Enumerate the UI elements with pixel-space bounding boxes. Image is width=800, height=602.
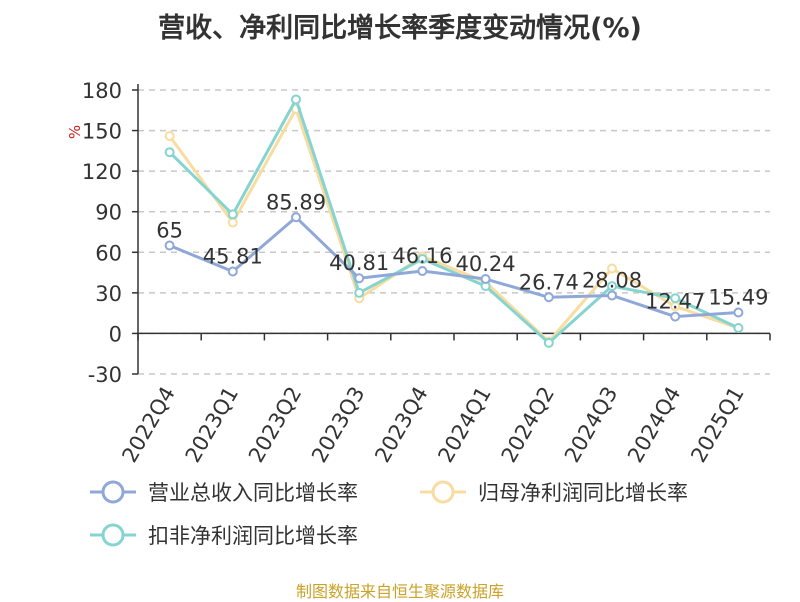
data-label: 28.08 — [582, 268, 642, 292]
data-label: 65 — [156, 219, 183, 243]
data-point — [164, 147, 175, 158]
y-tick-label: 0 — [109, 322, 122, 346]
y-tick-label: 180 — [82, 79, 122, 103]
series-line — [168, 97, 740, 345]
y-axis-label: % — [66, 125, 84, 139]
legend-item-deducted-profit[interactable]: 扣非净利润同比增长率 — [88, 517, 358, 553]
data-point — [417, 266, 428, 277]
x-tick-label: 2023Q1 — [181, 383, 243, 467]
series-line — [168, 107, 739, 344]
x-tick-label: 2023Q4 — [370, 383, 432, 467]
x-tick-label: 2025Q1 — [686, 383, 748, 467]
y-tick-label: 60 — [95, 241, 122, 265]
data-point — [227, 217, 238, 228]
data-point — [354, 287, 365, 298]
series-line — [169, 215, 739, 319]
data-label: 46.16 — [392, 244, 452, 268]
data-label: 12.47 — [645, 290, 705, 314]
legend-item-revenue[interactable]: 营业总收入同比增长率 — [88, 474, 358, 510]
y-tick-label: 150 — [82, 120, 122, 144]
data-label: 85.89 — [266, 190, 326, 214]
chart-title: 营收、净利同比增长率季度变动情况(%) — [158, 13, 642, 44]
data-point — [291, 94, 301, 105]
legend-marker-icon — [90, 480, 136, 504]
data-point — [291, 212, 301, 223]
data-point — [417, 254, 428, 265]
y-tick-label: 30 — [95, 282, 122, 306]
data-point — [607, 290, 617, 301]
data-label: 26.74 — [519, 270, 579, 294]
data-point — [607, 263, 617, 274]
x-tick-label: 2024Q2 — [497, 383, 559, 467]
legend-item-net-profit[interactable]: 归母净利润同比增长率 — [418, 474, 688, 510]
data-point — [164, 130, 175, 141]
legend-label: 扣非净利润同比增长率 — [148, 524, 358, 548]
legend-label: 归母净利润同比增长率 — [478, 481, 688, 505]
data-label: 45.81 — [203, 244, 263, 268]
data-point — [733, 307, 744, 318]
legend-label: 营业总收入同比增长率 — [148, 481, 358, 505]
x-tick-label: 2024Q3 — [560, 383, 622, 467]
data-point — [480, 274, 491, 285]
data-point — [733, 323, 744, 334]
data-source-note: 制图数据来自恒生聚源数据库 — [295, 582, 504, 601]
x-tick-label: 2023Q2 — [244, 383, 306, 467]
data-point — [543, 337, 554, 348]
legend-marker-icon — [420, 480, 466, 504]
legend-marker-icon — [90, 523, 136, 547]
x-tick-label: 2022Q4 — [117, 383, 179, 467]
data-label: 40.81 — [329, 251, 389, 275]
data-point — [670, 293, 681, 304]
data-point — [607, 281, 617, 292]
data-point — [227, 266, 238, 277]
y-tick-label: -30 — [88, 363, 122, 387]
y-tick-label: 120 — [82, 160, 122, 184]
y-tick-label: 90 — [95, 201, 122, 225]
x-tick-label: 2023Q3 — [307, 383, 369, 467]
data-label: 15.49 — [708, 285, 768, 309]
x-tick-label: 2024Q4 — [623, 383, 685, 467]
data-point — [543, 292, 554, 303]
data-point — [164, 240, 175, 251]
data-point — [354, 273, 365, 284]
data-point — [227, 209, 238, 220]
data-point — [670, 311, 681, 322]
x-tick-label: 2024Q1 — [433, 382, 495, 466]
data-label: 40.24 — [456, 252, 516, 276]
